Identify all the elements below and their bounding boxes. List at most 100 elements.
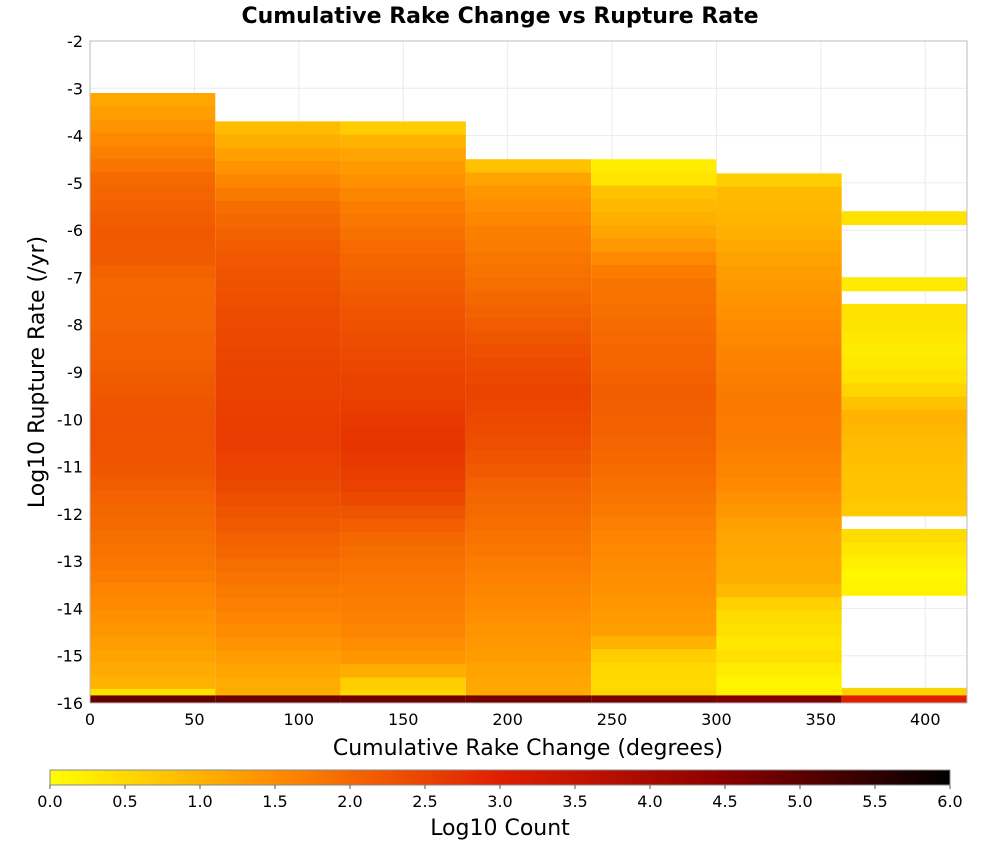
- heatmap-cell: [340, 478, 466, 493]
- heatmap-cell: [90, 132, 216, 147]
- heatmap-cell: [340, 558, 466, 573]
- heatmap-cell: [716, 695, 842, 703]
- heatmap-cell: [90, 503, 216, 518]
- heatmap-cell: [90, 582, 216, 597]
- heatmap-cell: [716, 689, 842, 697]
- heatmap-cell: [716, 636, 842, 651]
- heatmap-cell: [215, 399, 341, 414]
- heatmap-cell: [465, 490, 592, 505]
- heatmap-cell: [841, 277, 967, 292]
- heatmap-cell: [215, 677, 341, 692]
- heatmap-cell: [90, 410, 216, 425]
- x-tick-label: 250: [597, 710, 628, 729]
- heatmap-cell: [90, 384, 216, 399]
- y-tick-label: -15: [57, 647, 83, 666]
- heatmap-cell: [591, 622, 717, 637]
- heatmap-cell: [90, 318, 216, 332]
- heatmap-cell: [340, 637, 466, 652]
- heatmap-cell: [591, 344, 717, 359]
- y-tick-label: -7: [67, 268, 83, 287]
- heatmap-cell: [841, 396, 967, 411]
- heatmap-cell: [340, 372, 466, 387]
- heatmap-cell: [591, 159, 717, 174]
- heatmap-cell: [90, 516, 216, 531]
- y-tick-label: -2: [67, 32, 83, 51]
- heatmap-cell: [340, 598, 466, 612]
- heatmap-cell: [465, 251, 592, 266]
- heatmap-cell: [465, 516, 592, 531]
- heatmap-cell: [340, 465, 466, 480]
- heatmap-cell: [340, 121, 466, 136]
- heatmap-cell: [340, 147, 466, 162]
- heatmap-cell: [215, 214, 341, 228]
- colorbar-tick-label: 3.5: [562, 792, 587, 811]
- heatmap-cell: [716, 213, 842, 227]
- heatmap-cell: [716, 477, 842, 492]
- heatmap-cell: [90, 397, 216, 412]
- colorbar-tick-label: 0.5: [112, 792, 137, 811]
- heatmap-cell: [591, 238, 717, 253]
- heatmap-cell: [340, 174, 466, 189]
- heatmap-cell: [716, 650, 842, 664]
- heatmap-cell: [465, 198, 592, 213]
- heatmap-cell: [465, 384, 592, 399]
- heatmap-cell: [841, 449, 967, 464]
- heatmap-cell: [465, 635, 592, 650]
- heatmap-cell: [90, 556, 216, 571]
- heatmap-cell: [340, 200, 466, 215]
- heatmap-cell: [841, 568, 967, 583]
- heatmap-cell: [591, 357, 717, 372]
- heatmap-cell: [716, 279, 842, 294]
- heatmap-cell: [340, 386, 466, 401]
- heatmap-cell: [215, 121, 341, 136]
- y-tick-label: -10: [57, 410, 83, 429]
- heatmap-cell: [215, 650, 341, 665]
- heatmap-cell: [591, 556, 717, 571]
- heatmap-cell: [90, 529, 216, 544]
- heatmap-cell: [215, 690, 341, 697]
- heatmap-cell: [215, 372, 341, 387]
- y-axis-ticks: -2 -3 -4 -5 -6 -7 -8 -9 -10 -11 -12 -13 -14 -15 -16: [57, 32, 83, 713]
- heatmap-cell: [591, 596, 717, 610]
- heatmap-cell: [340, 545, 466, 559]
- heatmap-cell: [215, 240, 341, 255]
- heatmap-cell: [215, 319, 341, 334]
- heatmap-cell: [340, 584, 466, 599]
- heatmap-cell: [340, 452, 466, 467]
- heatmap-cell: [716, 583, 842, 598]
- heatmap-cell: [716, 266, 842, 280]
- heatmap-cell: [215, 280, 341, 295]
- x-tick-label: 300: [701, 710, 732, 729]
- heatmap-cell: [465, 291, 592, 306]
- heatmap-cell: [465, 609, 592, 624]
- heatmap-cell: [340, 280, 466, 295]
- heatmap-cell: [215, 518, 341, 533]
- heatmap-cell: [465, 357, 592, 372]
- heatmap-cell: [215, 253, 341, 268]
- heatmap-cell: [841, 370, 967, 384]
- heatmap-cell: [215, 584, 341, 599]
- heatmap-cell: [841, 476, 967, 490]
- heatmap-cell: [841, 409, 967, 424]
- heatmap-cell: [215, 695, 341, 703]
- heatmap-cell: [716, 464, 842, 479]
- x-tick-label: 50: [184, 710, 204, 729]
- heatmap-cell: [90, 675, 216, 690]
- heatmap-cell: [716, 424, 842, 439]
- heatmap-cell: [90, 198, 216, 213]
- x-tick-label: 0: [85, 710, 95, 729]
- heatmap-cell: [716, 226, 842, 241]
- heatmap-cell: [90, 476, 216, 491]
- heatmap-cell: [465, 662, 592, 677]
- heatmap-cell: [215, 412, 341, 427]
- heatmap-cell: [841, 528, 967, 543]
- heatmap-cell: [716, 358, 842, 373]
- x-axis-title: Cumulative Rake Change (degrees): [333, 736, 723, 761]
- heatmap-cell: [90, 490, 216, 505]
- heatmap-cell: [841, 303, 967, 318]
- heatmap-cell: [716, 451, 842, 466]
- heatmap-cell: [465, 318, 592, 332]
- heatmap-cell: [90, 357, 216, 372]
- heatmap-cell: [591, 371, 717, 385]
- heatmap-cell: [340, 505, 466, 520]
